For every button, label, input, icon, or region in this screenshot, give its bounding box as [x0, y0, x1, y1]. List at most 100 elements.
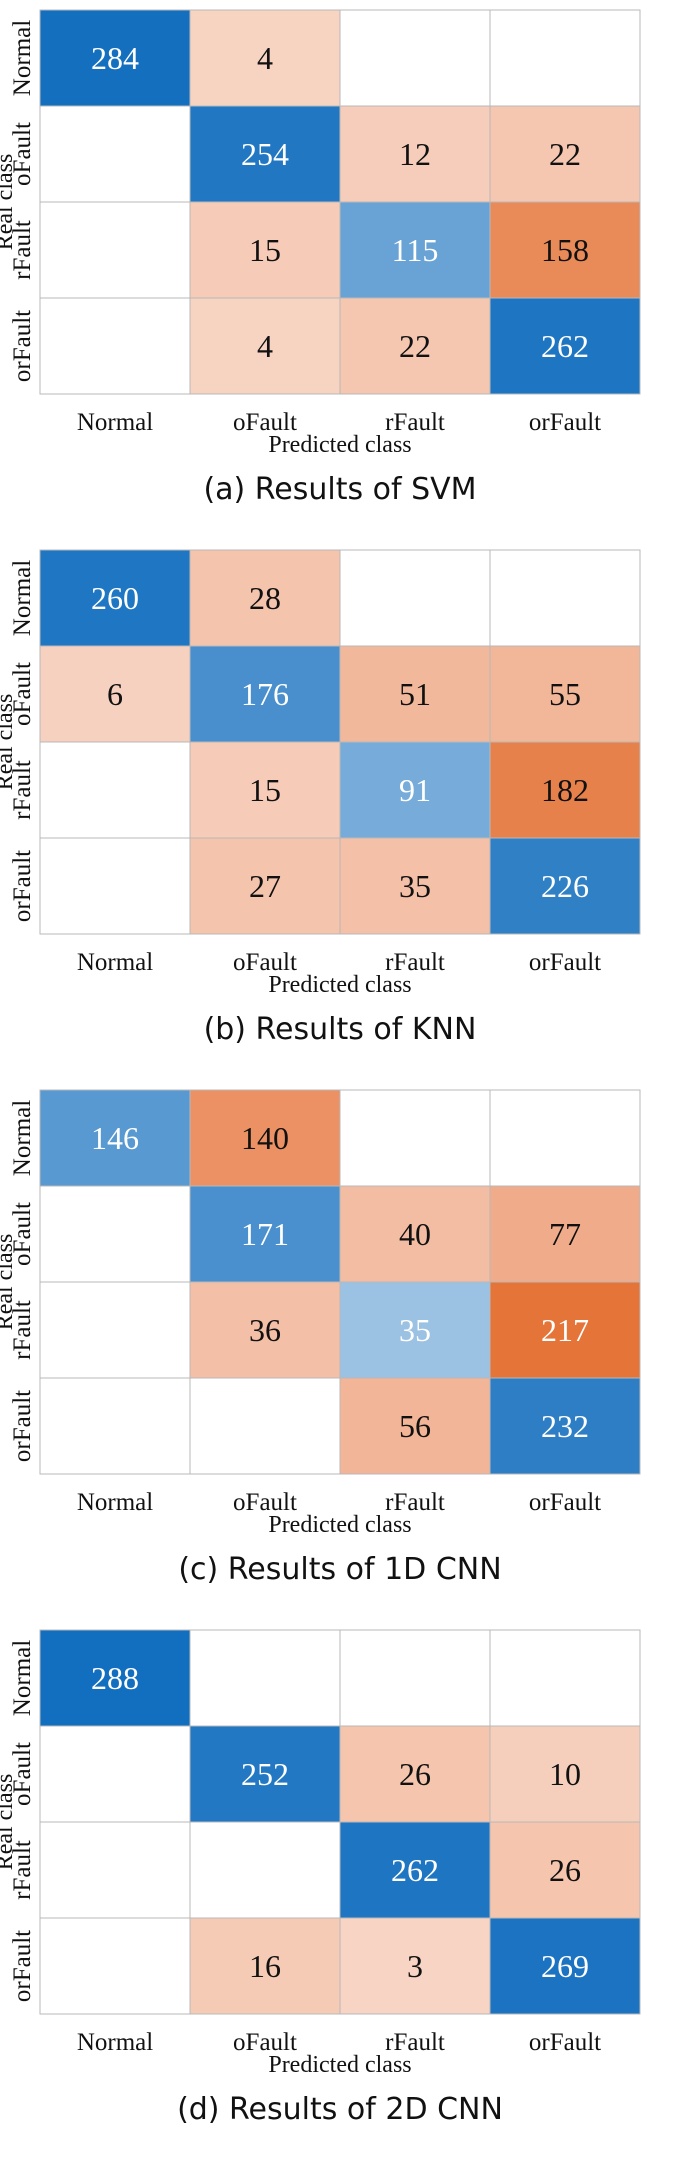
matrix-cell	[39, 1377, 191, 1475]
matrix-cell	[489, 549, 641, 647]
x-tick-label: oFault	[233, 2029, 297, 2056]
matrix-cell	[489, 1725, 641, 1823]
cell-value-label: 254	[241, 136, 289, 172]
x-tick-label: oFault	[233, 949, 297, 976]
matrix-cell	[189, 645, 341, 743]
confusion-matrix-svg: 146 140 171 40 77 36 35 217 56 232 Normal oFault rFa…	[0, 1089, 641, 1538]
y-tick-label: orFault	[9, 1390, 36, 1462]
cell-value-label: 55	[549, 676, 581, 712]
cell-value-label: 27	[249, 868, 281, 904]
cell-value-label: 77	[549, 1216, 581, 1252]
matrix-cell	[489, 1377, 641, 1475]
y-tick-label: Normal	[9, 1100, 36, 1176]
y-axis-label: Real class	[0, 694, 18, 791]
matrix-cell	[189, 1185, 341, 1283]
x-tick-label: Normal	[77, 949, 153, 976]
matrix-cell	[339, 1377, 491, 1475]
cell-value-label: 140	[241, 1120, 289, 1156]
matrix-cell	[339, 105, 491, 203]
x-tick-label: orFault	[529, 949, 601, 976]
x-tick-label: orFault	[529, 1489, 601, 1516]
cell-value-label: 35	[399, 868, 431, 904]
matrix-cell	[189, 9, 341, 107]
cell-value-label: 22	[399, 328, 431, 364]
cell-value-label: 28	[249, 580, 281, 616]
confusion-matrix-svg: 260 28 6 176 51 55 15 91 182 27 35 226 Normal oFault r…	[0, 549, 641, 998]
matrix-cell	[339, 1629, 491, 1727]
matrix-cell	[189, 1821, 341, 1919]
y-tick-label: orFault	[9, 1930, 36, 2002]
matrix-cell	[39, 1629, 191, 1727]
matrix-cell	[489, 1629, 641, 1727]
matrix-cell	[489, 645, 641, 743]
matrix-cell	[189, 1629, 341, 1727]
y-tick-label: oFault	[9, 1202, 36, 1266]
cell-value-label: 3	[407, 1948, 423, 1984]
x-tick-label: rFault	[385, 409, 445, 436]
matrix-cell	[39, 837, 191, 935]
cell-value-label: 115	[392, 232, 439, 268]
x-tick-label: Normal	[77, 2029, 153, 2056]
matrix-cell	[189, 1281, 341, 1379]
y-tick-label: oFault	[9, 122, 36, 186]
y-tick-label: Normal	[9, 1640, 36, 1716]
cell-value-label: 158	[541, 232, 589, 268]
cell-value-label: 284	[91, 40, 139, 76]
cell-value-label: 269	[541, 1948, 589, 1984]
matrix-cell	[489, 1917, 641, 2015]
matrix-cell	[39, 1821, 191, 1919]
matrix-cell	[489, 201, 641, 299]
y-axis-label: Real class	[0, 154, 18, 251]
x-axis-label: Predicted class	[268, 1512, 411, 1538]
x-axis-label: Predicted class	[268, 2052, 411, 2078]
matrix-cell	[489, 837, 641, 935]
matrix-cell	[489, 9, 641, 107]
matrix-cell	[339, 9, 491, 107]
cell-value-label: 22	[549, 136, 581, 172]
y-tick-label: Normal	[9, 560, 36, 636]
x-axis-label: Predicted class	[268, 432, 411, 458]
matrix-cell	[39, 741, 191, 839]
matrix-cell	[489, 741, 641, 839]
y-tick-label: orFault	[9, 310, 36, 382]
cell-value-label: 146	[91, 1120, 139, 1156]
matrix-cell	[339, 741, 491, 839]
matrix-cell	[189, 837, 341, 935]
y-tick-label: oFault	[9, 662, 36, 726]
cell-value-label: 16	[249, 1948, 281, 1984]
matrix-cell	[339, 1089, 491, 1187]
matrix-cell	[39, 1185, 191, 1283]
cell-value-label: 15	[249, 772, 281, 808]
matrix-cell	[189, 297, 341, 395]
cell-value-label: 252	[241, 1756, 289, 1792]
cell-value-label: 288	[91, 1660, 139, 1696]
cell-value-label: 40	[399, 1216, 431, 1252]
y-tick-label: rFault	[9, 1840, 36, 1900]
y-tick-label: rFault	[9, 1300, 36, 1360]
x-tick-label: orFault	[529, 2029, 601, 2056]
x-tick-label: oFault	[233, 1489, 297, 1516]
confusion-matrix-panel: 146 140 171 40 77 36 35 217 56 232 Normal oFault rFa…	[0, 1080, 680, 1620]
chart-caption: (a) Results of SVM	[203, 472, 477, 507]
cell-value-label: 226	[541, 868, 589, 904]
x-axis-label: Predicted class	[268, 972, 411, 998]
cell-value-label: 232	[541, 1408, 589, 1444]
cell-value-label: 171	[241, 1216, 289, 1252]
matrix-cell	[339, 1725, 491, 1823]
y-tick-label: rFault	[9, 220, 36, 280]
matrix-cell	[339, 549, 491, 647]
confusion-matrix-svg: 288 252 26 10 262 26 16 3 269 Normal oFault rFault o…	[0, 1629, 641, 2078]
cell-value-label: 26	[549, 1852, 581, 1888]
x-tick-label: orFault	[529, 409, 601, 436]
cell-value-label: 262	[391, 1852, 439, 1888]
cell-value-label: 4	[257, 328, 273, 364]
y-tick-label: orFault	[9, 850, 36, 922]
cell-value-label: 262	[541, 328, 589, 364]
cell-value-label: 51	[399, 676, 431, 712]
matrix-cell	[39, 645, 191, 743]
cell-value-label: 26	[399, 1756, 431, 1792]
matrix-cell	[39, 549, 191, 647]
y-tick-label: Normal	[9, 20, 36, 96]
matrix-cell	[39, 1725, 191, 1823]
